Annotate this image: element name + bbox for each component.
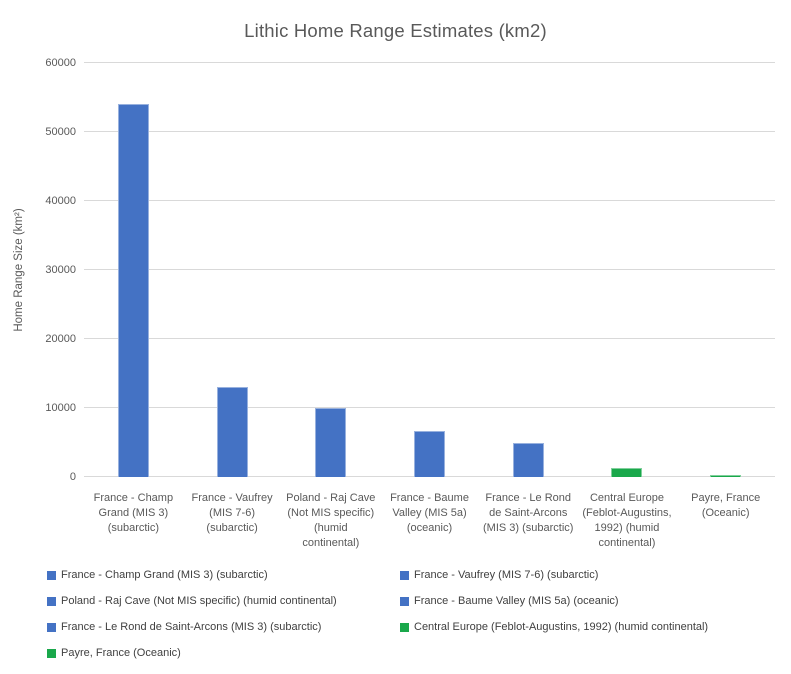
- bar-slot: [281, 63, 380, 477]
- category-label: France - Champ Grand (MIS 3) (subarctic): [93, 492, 174, 534]
- bar: [117, 104, 149, 477]
- bar-slot: [183, 63, 282, 477]
- legend-swatch-icon: [400, 570, 409, 580]
- legend-label: Poland - Raj Cave (Not MIS specific) (hu…: [61, 595, 337, 607]
- gridline: [84, 407, 775, 409]
- legend-item: Payre, France (Oceanic): [47, 647, 400, 659]
- y-tick-label: 60000: [45, 57, 76, 69]
- legend-swatch-icon: [47, 648, 56, 658]
- bar: [216, 387, 248, 477]
- legend-label: France - Le Rond de Saint-Arcons (MIS 3)…: [61, 621, 322, 633]
- x-axis-category-labels: France - Champ Grand (MIS 3) (subarctic) Fr…: [84, 491, 775, 551]
- category-label: France - Vaufrey (MIS 7-6) (subarctic): [191, 492, 273, 534]
- y-tick-label: 50000: [45, 126, 76, 138]
- bar-series: [84, 63, 775, 477]
- legend-swatch-icon: [47, 596, 56, 606]
- legend-label: France - Vaufrey (MIS 7-6) (subarctic): [414, 569, 599, 581]
- gridline: [84, 62, 775, 63]
- legend-label: Central Europe (Feblot-Augustins, 1992) …: [414, 621, 709, 633]
- plot-area: [84, 62, 775, 477]
- bar-slot: [676, 63, 775, 477]
- bar: [710, 474, 742, 477]
- legend-item: France - Champ Grand (MIS 3) (subarctic): [47, 569, 400, 581]
- category-label: France - Baume Valley (MIS 5a) (oceanic): [390, 492, 469, 534]
- y-tick-label: 0: [69, 471, 76, 483]
- gridline: [84, 131, 775, 132]
- legend-swatch-icon: [47, 622, 56, 632]
- y-tick-label: 10000: [45, 402, 76, 415]
- category-label: Payre, France (Oceanic): [691, 492, 761, 519]
- legend-label: Payre, France (Oceanic): [61, 647, 181, 659]
- chart-legend: France - Champ Grand (MIS 3) (subarctic)…: [47, 569, 767, 659]
- legend-swatch-icon: [47, 570, 56, 580]
- bar-slot: [84, 63, 183, 477]
- y-tick-label: 40000: [45, 195, 76, 208]
- category-label: Central Europe (Feblot-Augustins, 1992) (h…: [582, 492, 672, 549]
- legend-swatch-icon: [400, 622, 409, 632]
- legend-item: Poland - Raj Cave (Not MIS specific) (hu…: [47, 595, 400, 607]
- chart-title: Lithic Home Range Estimates (km2): [244, 20, 547, 41]
- y-axis-tick-labels: 0 10000 20000 30000 40000 50000 60000: [0, 57, 76, 483]
- gridline: [84, 338, 775, 340]
- category-label: France - Le Rond de Saint-Arcons (MIS 3) (…: [483, 492, 574, 534]
- y-tick-label: 30000: [45, 264, 76, 276]
- legend-label: France - Champ Grand (MIS 3) (subarctic): [61, 569, 268, 581]
- bar-slot: [578, 63, 677, 477]
- bar: [611, 468, 643, 477]
- bar-slot: [479, 63, 578, 477]
- gridline: [84, 269, 775, 270]
- legend-item: France - Le Rond de Saint-Arcons (MIS 3)…: [47, 621, 400, 633]
- gridline: [84, 200, 775, 202]
- bar: [315, 408, 347, 477]
- legend-swatch-icon: [400, 596, 409, 606]
- y-tick-label: 20000: [45, 333, 76, 346]
- legend-label: France - Baume Valley (MIS 5a) (oceanic): [414, 595, 619, 607]
- legend-item: Central Europe (Feblot-Augustins, 1992) …: [400, 621, 767, 633]
- legend-item: France - Baume Valley (MIS 5a) (oceanic): [400, 595, 767, 607]
- category-label: Poland - Raj Cave (Not MIS specific) (humi…: [286, 492, 376, 549]
- bar: [512, 442, 544, 477]
- bar: [414, 430, 446, 477]
- bar-slot: [380, 63, 479, 477]
- legend-item: France - Vaufrey (MIS 7-6) (subarctic): [400, 569, 767, 581]
